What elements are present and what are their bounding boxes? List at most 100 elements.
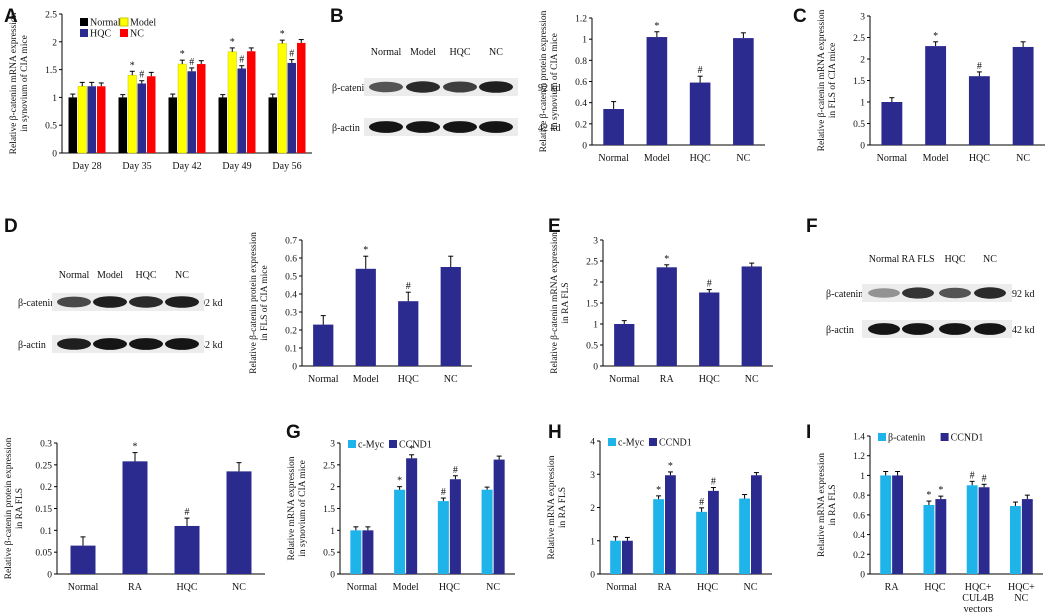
lane-label: Model [97, 270, 123, 281]
legend-label: c-Myc [618, 438, 645, 449]
panel-label-g: G [286, 422, 301, 443]
bar [218, 97, 227, 153]
bar [978, 487, 990, 574]
bar [197, 64, 206, 153]
legend-swatch [348, 440, 356, 448]
bar [406, 458, 418, 574]
blot-size-label: 42 kd [200, 340, 223, 351]
x-tick-label: HQC [924, 582, 945, 593]
bar [610, 540, 621, 574]
legend-swatch [878, 433, 886, 441]
x-tick-label-line: NC [744, 582, 758, 593]
lane-label: HQC [135, 270, 156, 281]
y-tick-label: 2 [593, 279, 598, 289]
blot-band [902, 287, 934, 299]
y-tick-label: 0 [590, 571, 595, 581]
x-tick-label-line: HQC [699, 374, 720, 385]
blot-row-label: β-catenin [826, 289, 863, 300]
legend-label: Normal [90, 18, 121, 29]
y-tick-label: 0.4 [575, 99, 587, 109]
x-tick-label-line: Day 28 [72, 161, 101, 172]
x-tick-label-line: HQC [969, 153, 990, 164]
bar [696, 511, 707, 574]
bar [362, 530, 374, 574]
x-tick-label-line: Model [393, 582, 419, 593]
x-tick-label-line: HQC+ [1008, 582, 1035, 593]
x-tick-label: HQC [176, 582, 197, 593]
blot-band [165, 296, 199, 308]
significance-mark: * [397, 476, 402, 487]
y-tick-label: 2 [860, 56, 865, 66]
bar [968, 76, 990, 145]
blot-row-label: β-catenin [18, 298, 55, 309]
y-tick-label: 1 [582, 36, 587, 46]
significance-mark: # [441, 487, 446, 498]
blot-band [443, 121, 477, 133]
significance-mark: * [230, 37, 235, 48]
blot-membrane [862, 284, 1012, 302]
bar [665, 475, 676, 574]
legend-label: Model [130, 18, 156, 29]
panel-label-a: A [4, 6, 18, 27]
x-tick-label: Normal [308, 374, 339, 385]
x-tick-label: Day 56 [272, 161, 301, 172]
y-tick-label: 0.6 [285, 255, 297, 265]
blot-band [443, 81, 477, 93]
legend-swatch [80, 18, 88, 26]
significance-mark: * [130, 60, 135, 71]
blot-band [939, 323, 971, 335]
y-axis-label: Relative mRNA expressionin RA FLS [547, 455, 568, 559]
y-axis-label-line: in RA FLS [828, 484, 838, 525]
bar [122, 461, 148, 574]
y-tick-label: 4 [590, 438, 595, 448]
bar [147, 76, 156, 153]
x-tick-label: Normal [877, 153, 908, 164]
panel-label-b: B [330, 6, 344, 27]
x-tick-label-line: Normal [877, 153, 908, 164]
y-tick-label: 1 [330, 527, 335, 537]
x-tick-label: NC [232, 582, 246, 593]
blot-band [406, 121, 440, 133]
y-tick-label: 0.6 [575, 78, 587, 88]
y-tick-label: 0.8 [575, 57, 587, 67]
x-tick-label: Day 42 [172, 161, 201, 172]
legend-label: CCND1 [659, 438, 692, 449]
significance-mark: * [926, 490, 931, 501]
y-tick-label: 3 [860, 13, 865, 23]
y-tick-label: 3 [593, 237, 598, 247]
blot-band [868, 323, 900, 335]
y-tick-label: 3 [330, 440, 335, 450]
blot-band [57, 338, 91, 350]
y-axis-label: Relative β-catenin mRNA expressionin syn… [9, 12, 30, 154]
y-tick-label: 2.5 [586, 258, 598, 268]
y-axis-label-line: Relative β-catenin protein expression [539, 10, 549, 152]
significance-mark: # [711, 477, 716, 488]
blot-row-label: β-catenin [332, 83, 369, 94]
x-tick-label: NC [744, 582, 758, 593]
y-tick-label: 0.5 [285, 273, 297, 283]
significance-mark: # [406, 281, 411, 292]
legend: c-Myc CCND1 [608, 438, 692, 449]
bar [449, 479, 461, 574]
y-tick-label: 1.2 [853, 452, 865, 462]
chart-i: 0 0.2 0.4 0.6 0.8 1 1.2 1.4 Relative mRNA expres… [817, 433, 1043, 613]
blot-size-label: 92 kd [1012, 289, 1035, 300]
chart-g: 0 0.5 1 1.5 2 2.5 3 Relative mRNA expressionin … [287, 440, 515, 593]
panel-label-i: I [806, 422, 811, 443]
legend-label: β-catenin [888, 433, 925, 444]
chart-a: 0 0.5 1 1.5 2 2.5 Relative β-catenin mRNA expr… [9, 11, 312, 172]
y-tick-label: 0 [292, 363, 297, 373]
significance-mark: # [185, 507, 190, 518]
bar [1009, 505, 1021, 574]
y-tick-label: 1.5 [323, 505, 335, 515]
bar [127, 74, 137, 154]
y-tick-label: 2 [52, 38, 57, 48]
x-tick-label: NC [745, 374, 759, 385]
x-tick-label: HQC [690, 153, 711, 164]
bar [68, 97, 77, 153]
y-tick-label: 1.5 [45, 66, 57, 76]
x-tick-label-line: Day 42 [172, 161, 201, 172]
y-tick-label: 1 [593, 321, 598, 331]
blot-band [479, 121, 513, 133]
